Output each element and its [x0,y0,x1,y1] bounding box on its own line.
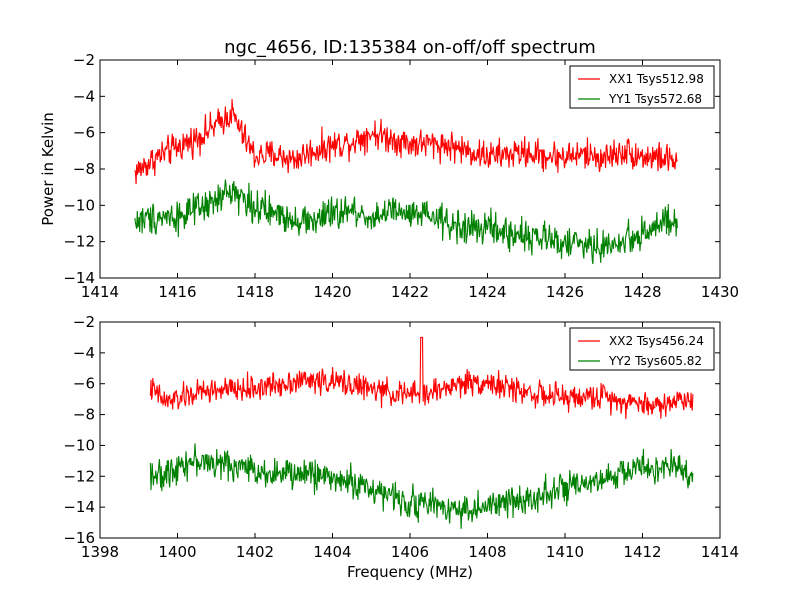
y-tick-label: −12 [63,233,95,251]
y-tick-label: −10 [63,436,95,454]
x-tick-label: 1430 [701,283,739,301]
y-tick-label: −10 [63,196,95,214]
y-tick-label: −4 [73,344,95,362]
x-tick-label: 1418 [236,283,274,301]
x-tick-label: 1428 [623,283,661,301]
y-tick-label: −4 [73,87,95,105]
x-tick-label: 1402 [236,543,274,561]
x-tick-label: 1422 [391,283,429,301]
series-line-1-1 [134,99,678,185]
chart-title: ngc_4656, ID:135384 on-off/off spectrum [224,37,596,58]
x-tick-label: 1400 [158,543,196,561]
bottom-panel: Frequency (MHz) 1398 1400 1402 1404 1406 1408… [63,313,739,581]
legend-label: YY2 Tsys605.82 [608,354,702,368]
bottom-xlabel: Frequency (MHz) [347,563,473,581]
x-tick-label: 1420 [313,283,351,301]
x-tick-label: 1398 [81,543,119,561]
legend: XX2 Tsys456.24 YY2 Tsys605.82 [569,327,715,371]
series-line-2-2 [149,443,694,529]
series-line-1-2 [134,179,678,265]
top-panel: Power in Kelvin 1414 1416 1418 1420 1422 1424… [39,51,739,301]
x-tick-label: 1426 [546,283,584,301]
series-line-2-1 [149,336,694,420]
x-tick-label: 1408 [468,543,506,561]
legend-box [569,65,715,109]
x-tick-label: 1424 [468,283,506,301]
y-tick-label: −2 [73,51,95,69]
x-tick-label: 1414 [81,283,119,301]
legend-box [569,327,715,371]
x-tick-label: 1410 [546,543,584,561]
y-tick-label: −8 [73,160,95,178]
legend: XX1 Tsys512.98 YY1 Tsys572.68 [569,65,715,109]
y-tick-label: −16 [63,529,95,547]
y-tick-label: −6 [73,375,95,393]
x-tick-label: 1412 [623,543,661,561]
x-tick-label: 1404 [313,543,351,561]
y-tick-label: −2 [73,313,95,331]
legend-label: XX2 Tsys456.24 [609,334,704,348]
y-tick-label: −8 [73,406,95,424]
y-tick-label: −12 [63,467,95,485]
x-tick-label: 1416 [158,283,196,301]
y-tick-label: −6 [73,124,95,142]
x-tick-label: 1414 [701,543,739,561]
legend-label: YY1 Tsys572.68 [608,92,702,106]
y-tick-label: −14 [63,498,95,516]
y-tick-label: −14 [63,269,95,287]
legend-label: XX1 Tsys512.98 [609,72,704,86]
x-tick-label: 1406 [391,543,429,561]
top-ylabel: Power in Kelvin [39,112,57,226]
